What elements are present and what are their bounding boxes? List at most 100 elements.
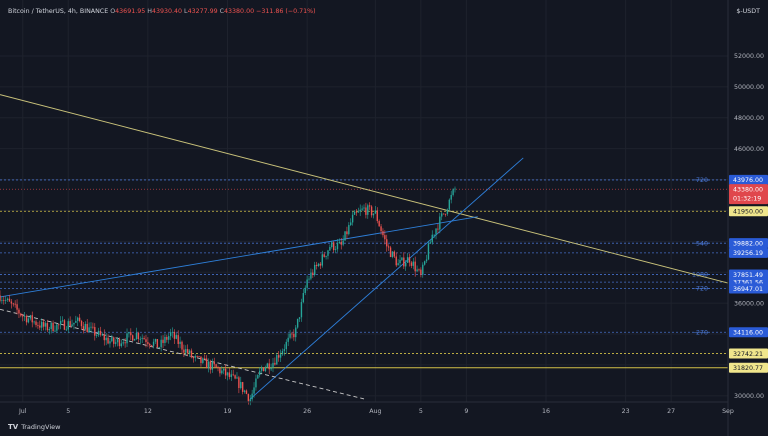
candle-body bbox=[348, 225, 350, 235]
candle-body bbox=[232, 374, 234, 376]
candle-body bbox=[33, 321, 35, 323]
price-axis[interactable]: 30000.00 36000.00 46000.00 48000.00 50000.00… bbox=[727, 0, 768, 436]
trendlines bbox=[0, 94, 729, 400]
time-axis[interactable]: Jul 5 12 19 26 Aug 5 9 16 23 27 Sep bbox=[0, 401, 734, 415]
candle-body bbox=[94, 327, 96, 336]
time-tick-label: 12 bbox=[144, 408, 152, 415]
candle-body bbox=[277, 355, 280, 358]
candle-body bbox=[338, 242, 341, 244]
candle-body bbox=[141, 337, 143, 339]
candle-body bbox=[103, 334, 105, 341]
candle-body bbox=[130, 332, 132, 336]
candle-body bbox=[378, 221, 380, 227]
candle-body bbox=[207, 361, 210, 369]
candle-body bbox=[439, 216, 441, 230]
tradingview-logo[interactable]: 𝗧𝗩 TradingView bbox=[8, 423, 60, 431]
candle-body bbox=[25, 315, 28, 323]
level-price-label-bg bbox=[729, 247, 768, 258]
level-price-label-bg bbox=[729, 362, 768, 373]
level-price-label: 39256.19 bbox=[733, 250, 763, 257]
level-price-label: 41950.00 bbox=[733, 209, 763, 216]
candle-body bbox=[249, 399, 251, 402]
candle-body bbox=[61, 320, 64, 322]
level-price-label-bg bbox=[729, 327, 768, 338]
countdown-label: 01:32:19 bbox=[733, 196, 761, 203]
candle-body bbox=[198, 356, 200, 358]
candle-body bbox=[374, 210, 377, 214]
candle-body bbox=[351, 214, 354, 223]
candle-body bbox=[315, 264, 318, 267]
candle-body bbox=[50, 322, 52, 329]
candle-body bbox=[393, 251, 396, 257]
trendline-descending-resistance bbox=[0, 94, 729, 284]
candle-body bbox=[368, 205, 371, 207]
candle-body bbox=[137, 332, 140, 340]
candle-body bbox=[44, 323, 47, 327]
candle-body bbox=[431, 234, 433, 243]
candle-body bbox=[3, 300, 5, 302]
candle-body bbox=[35, 321, 37, 326]
currency-selector[interactable]: $-USDT bbox=[736, 8, 760, 15]
candle-body bbox=[77, 317, 79, 321]
candle-body bbox=[296, 318, 299, 328]
candle-body bbox=[95, 335, 98, 336]
candle-body bbox=[90, 326, 92, 328]
candle-body bbox=[272, 362, 274, 368]
candle-body bbox=[48, 328, 50, 331]
candle-body bbox=[139, 338, 141, 340]
time-tick-label: 19 bbox=[223, 408, 231, 415]
candle-body bbox=[361, 208, 363, 210]
candle-body bbox=[133, 339, 136, 341]
candle-body bbox=[363, 207, 365, 209]
candle-body bbox=[211, 361, 214, 370]
candle-body bbox=[298, 317, 301, 319]
candle-body bbox=[399, 259, 401, 264]
candle-body bbox=[346, 231, 348, 235]
candle-body bbox=[150, 345, 153, 347]
candle-body bbox=[185, 349, 187, 353]
candle-body bbox=[357, 211, 360, 213]
candle-body bbox=[285, 341, 287, 350]
level-price-label: 43976.00 bbox=[733, 177, 763, 184]
candle-body bbox=[128, 332, 130, 334]
candle-body bbox=[395, 256, 397, 266]
candle-body bbox=[78, 317, 81, 321]
candle-body bbox=[97, 330, 100, 336]
candle-body bbox=[194, 356, 196, 358]
candle-body bbox=[192, 357, 195, 359]
candle-body bbox=[234, 375, 236, 379]
candle-body bbox=[353, 211, 356, 215]
tradingview-icon: 𝗧𝗩 bbox=[8, 423, 19, 431]
candle-body bbox=[88, 327, 90, 333]
candle-body bbox=[65, 329, 68, 331]
candle-body bbox=[59, 320, 62, 325]
candle-body bbox=[414, 261, 416, 272]
candle-body bbox=[387, 246, 390, 248]
level-price-label: 37361.56 bbox=[733, 279, 763, 286]
candle-body bbox=[226, 372, 229, 376]
candle-body bbox=[116, 338, 119, 343]
candle-body bbox=[42, 321, 45, 327]
time-tick-label: 16 bbox=[542, 408, 550, 415]
candle-body bbox=[113, 337, 115, 344]
candle-body bbox=[384, 235, 386, 240]
candle-body bbox=[86, 323, 88, 333]
candle-body bbox=[262, 367, 265, 372]
candle-body bbox=[450, 194, 452, 200]
level-price-label: 37851.49 bbox=[733, 272, 763, 279]
close-value: 43380.00 bbox=[224, 8, 255, 15]
candle-body bbox=[215, 364, 217, 367]
candle-body bbox=[166, 336, 168, 340]
candle-body bbox=[410, 262, 413, 266]
candle-body bbox=[342, 240, 344, 245]
candle-body bbox=[260, 367, 263, 371]
high-label: H bbox=[147, 8, 152, 15]
level-tag: 1080 bbox=[692, 272, 708, 279]
candle-body bbox=[221, 370, 223, 374]
candle-body bbox=[230, 374, 232, 378]
time-tick-label: Aug bbox=[369, 408, 381, 415]
candle-body bbox=[289, 333, 291, 338]
candle-body bbox=[257, 375, 259, 379]
candle-body bbox=[295, 327, 297, 338]
